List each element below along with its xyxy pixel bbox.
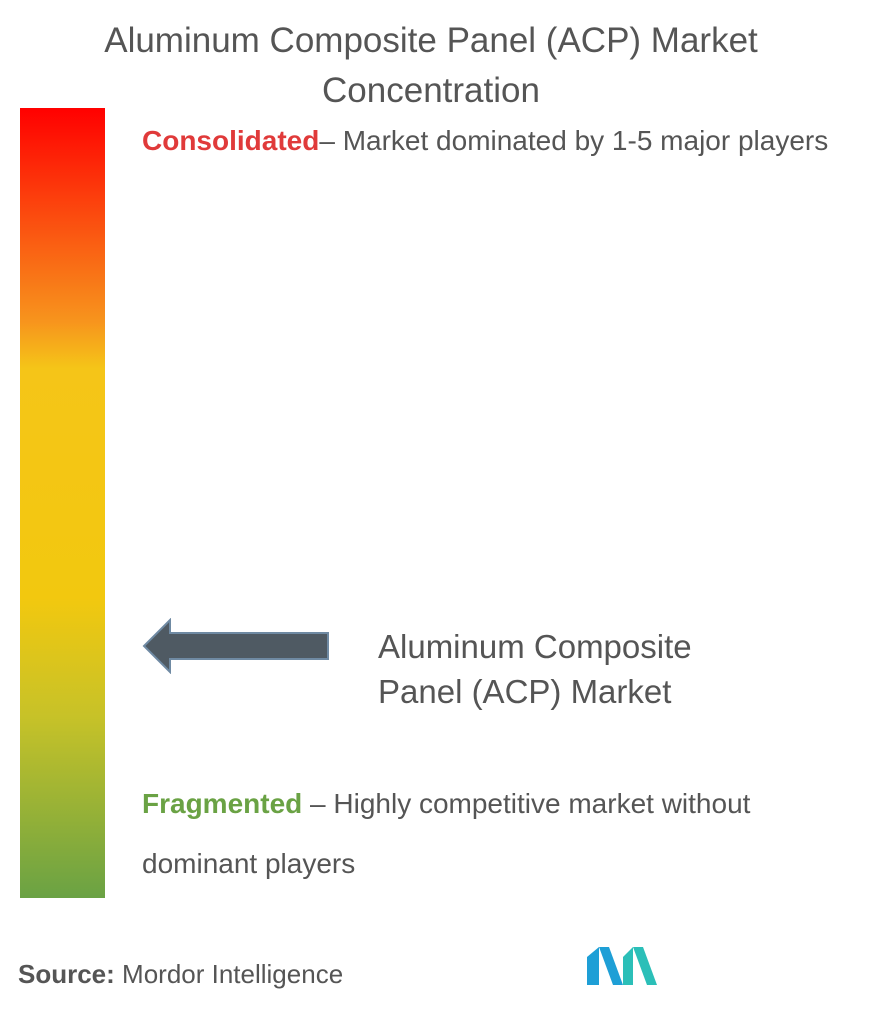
logo-left-diagonal (599, 947, 623, 985)
fragmented-label: Fragmented (142, 788, 303, 819)
fragmented-description: – Highly competitive market without domi… (142, 788, 751, 879)
page-title: Aluminum Composite Panel (ACP) Market Co… (0, 16, 862, 116)
market-position-arrow-icon (142, 618, 329, 674)
source-note: Source: Mordor Intelligence (18, 956, 343, 992)
consolidated-legend: Consolidated– Market dominated by 1-5 ma… (142, 111, 852, 171)
source-key: Source: (18, 959, 115, 989)
market-label-line-1: Aluminum Composite (378, 628, 692, 665)
arrow-shape (142, 618, 329, 674)
market-marker-label: Aluminum Composite Panel (ACP) Market (378, 624, 818, 714)
source-value: Mordor Intelligence (114, 959, 344, 989)
mordor-intelligence-logo-icon (587, 947, 657, 985)
consolidated-description: – Market dominated by 1-5 major players (319, 125, 829, 156)
logo-left-bar (587, 947, 599, 985)
fragmented-legend: Fragmented – Highly competitive market w… (142, 774, 852, 894)
consolidated-label: Consolidated (142, 125, 320, 156)
title-line-2: Concentration (322, 71, 540, 110)
title-line-1: Aluminum Composite Panel (ACP) Market (104, 21, 758, 60)
logo-center-bar (623, 947, 633, 985)
logo-right-diagonal (633, 947, 657, 985)
concentration-gradient-bar (20, 108, 105, 898)
market-label-line-2: Panel (ACP) Market (378, 673, 672, 710)
